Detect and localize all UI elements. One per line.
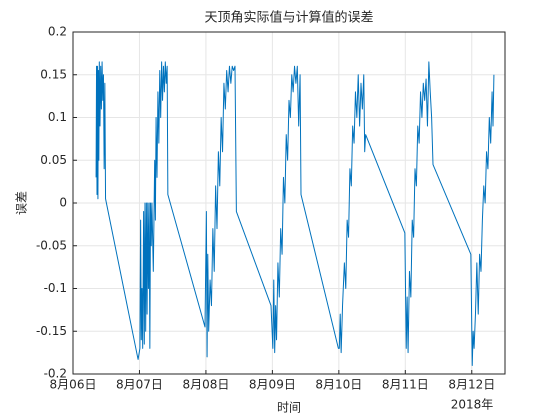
x-tick-label: 8月06日 xyxy=(50,378,97,392)
x-tick-label: 8月11日 xyxy=(382,378,429,392)
y-tick-label: -0.2 xyxy=(44,367,67,381)
y-axis-label: 误差 xyxy=(15,191,29,215)
data-line xyxy=(95,61,495,366)
x-tick-label: 8月09日 xyxy=(249,378,296,392)
y-tick-label: -0.1 xyxy=(44,281,67,295)
y-tick-label: 0.2 xyxy=(48,25,67,39)
chart-title: 天顶角实际值与计算值的误差 xyxy=(204,10,373,26)
x-tick-label: 8月12日 xyxy=(448,378,495,392)
y-tick-label: 0.05 xyxy=(40,153,67,167)
y-tick-label: 0.1 xyxy=(48,110,67,124)
x-axis-label: 时间 xyxy=(277,401,301,415)
y-tick-label: -0.05 xyxy=(36,238,67,252)
x-tick-label: 8月08日 xyxy=(182,378,229,392)
x-secondary-label: 2018年 xyxy=(451,398,494,412)
x-tick-label: 8月10日 xyxy=(315,378,362,392)
y-tick-label: 0.15 xyxy=(40,67,67,81)
x-tick-label: 8月07日 xyxy=(116,378,163,392)
y-tick-label: 0 xyxy=(59,196,67,210)
plot-frame xyxy=(72,31,506,375)
y-tick-label: -0.15 xyxy=(36,324,67,338)
